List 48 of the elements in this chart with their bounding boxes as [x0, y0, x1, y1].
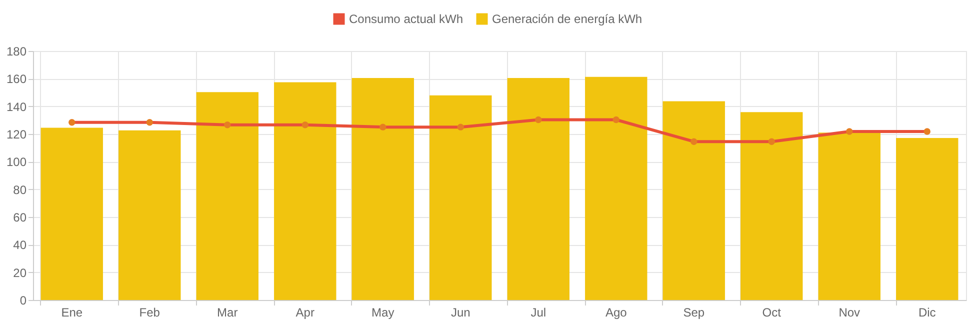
legend-label: Generación de energía kWh [492, 12, 642, 26]
x-tick-label: May [372, 306, 394, 320]
y-tick-label: 120 [6, 128, 27, 142]
point [302, 122, 308, 128]
point [535, 116, 542, 124]
point [224, 122, 231, 128]
bar [430, 95, 492, 300]
bar [274, 82, 336, 300]
x-tick-label: Ago [605, 306, 628, 320]
point [612, 116, 620, 124]
y-tick-label: 180 [6, 44, 27, 58]
bar [118, 130, 181, 300]
point [768, 138, 775, 145]
point [68, 119, 76, 126]
bar [896, 138, 958, 300]
x-tick-label: Oct [762, 306, 782, 320]
x-tick-label: Apr [296, 306, 314, 320]
bar [196, 92, 258, 300]
x-tick-label: Mar [217, 306, 238, 320]
y-tick-label: 0 [20, 294, 27, 308]
legend-label: Consumo actual kWh [349, 12, 464, 26]
x-tick-label: Jun [450, 306, 470, 320]
point [457, 124, 464, 130]
x-tick-label: Ene [61, 306, 83, 320]
y-tick-label: 140 [6, 100, 27, 114]
y-tick-label: 20 [13, 266, 27, 280]
point [690, 138, 698, 145]
x-tick-label: Feb [139, 306, 160, 320]
y-tick-label: 40 [13, 238, 27, 252]
point [846, 128, 853, 135]
bar [40, 128, 103, 300]
x-tick-label: Sep [683, 306, 705, 320]
bar [585, 76, 648, 300]
bar [352, 78, 414, 300]
point [924, 128, 930, 135]
x-tick-label: Dic [918, 306, 936, 320]
bar [507, 78, 570, 300]
bar [662, 101, 725, 300]
bar [740, 112, 803, 300]
point [380, 124, 386, 130]
x-tick-label: Nov [838, 306, 860, 320]
y-tick-label: 60 [13, 210, 27, 224]
y-tick-label: 100 [6, 155, 27, 170]
y-tick-label: 160 [6, 72, 27, 86]
x-tick-label: Jul [530, 306, 546, 320]
bar [818, 132, 880, 300]
point [146, 119, 153, 126]
y-tick-label: 80 [13, 182, 27, 197]
